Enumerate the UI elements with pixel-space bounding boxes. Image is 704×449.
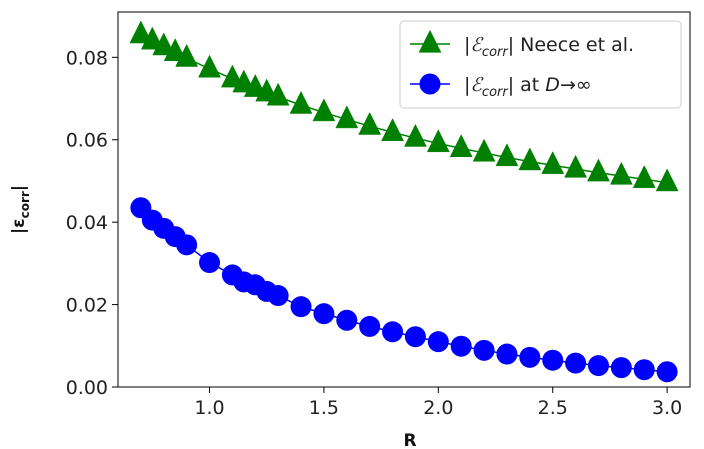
data-point: [336, 309, 358, 331]
data-point: [472, 138, 496, 162]
data-point: [312, 98, 336, 122]
data-point: [519, 346, 541, 368]
legend-item-2: |ℰcorr| at D→∞: [410, 73, 592, 100]
x-tick-label: 1.0: [194, 397, 224, 419]
data-point: [267, 285, 289, 307]
data-point: [176, 234, 198, 256]
x-tick-label: 2.0: [423, 397, 453, 419]
data-point: [382, 321, 404, 343]
data-point: [140, 26, 164, 50]
data-point: [426, 129, 450, 153]
data-point: [564, 154, 588, 178]
x-axis-title: R: [403, 431, 416, 449]
y-axis-title: |εcorr|: [9, 185, 32, 234]
data-point: [129, 20, 153, 44]
plot-area: [117, 11, 691, 388]
data-point: [335, 105, 359, 129]
data-point: [565, 352, 587, 374]
data-point: [359, 315, 381, 337]
data-point: [358, 111, 382, 135]
y-tick-label: 0.02: [66, 295, 108, 317]
y-tick-label: 0.04: [66, 212, 108, 234]
data-point: [404, 326, 426, 348]
legend-marker: [419, 73, 441, 95]
series-2: [130, 197, 678, 383]
data-point: [633, 359, 655, 381]
data-point: [656, 361, 678, 383]
axis-ticks: 1.0 1.5 2.0 2.5 3.0 0.00 0.02 0.04 0.06 0.08: [66, 47, 683, 419]
data-point: [541, 151, 565, 174]
data-point: [587, 355, 609, 377]
data-point: [266, 82, 290, 106]
data-point: [609, 161, 633, 185]
data-point: [163, 38, 187, 61]
data-point: [427, 331, 449, 353]
series-line: [140, 34, 668, 184]
legend-label: |ℰcorr| at D→∞: [464, 74, 592, 100]
data-point: [473, 339, 495, 361]
data-point: [450, 335, 472, 357]
legend-marker: [418, 29, 442, 53]
data-point: [198, 54, 221, 78]
data-point: [632, 165, 656, 188]
x-tick-label: 3.0: [652, 397, 682, 419]
data-point: [655, 168, 679, 192]
legend: |ℰcorr| Neece et al. |ℰcorr| at D→∞: [399, 20, 682, 109]
data-point: [313, 303, 335, 325]
x-tick-label: 2.5: [538, 397, 568, 419]
legend-box: [399, 20, 682, 109]
y-tick-label: 0.06: [66, 130, 108, 152]
legend-item-1: |ℰcorr| Neece et al.: [410, 29, 634, 60]
data-point: [289, 90, 313, 114]
x-tick-label: 1.5: [309, 397, 339, 419]
data-point: [290, 296, 312, 318]
data-point: [610, 357, 632, 379]
plot-frame: [117, 11, 691, 388]
data-point: [152, 32, 176, 56]
series-1: [129, 20, 679, 192]
data-point: [381, 118, 404, 141]
y-tick-label: 0.08: [66, 47, 108, 69]
series-line: [140, 207, 668, 373]
data-point: [199, 252, 221, 274]
data-point: [404, 123, 427, 147]
legend-label: |ℰcorr| Neece et al.: [464, 34, 634, 60]
data-point: [587, 158, 610, 182]
data-point: [496, 343, 518, 365]
data-point: [495, 143, 519, 167]
data-point: [449, 134, 473, 158]
data-point: [518, 147, 542, 171]
data-point: [175, 43, 199, 67]
y-tick-label: 0.00: [66, 377, 108, 399]
data-point: [542, 349, 564, 371]
